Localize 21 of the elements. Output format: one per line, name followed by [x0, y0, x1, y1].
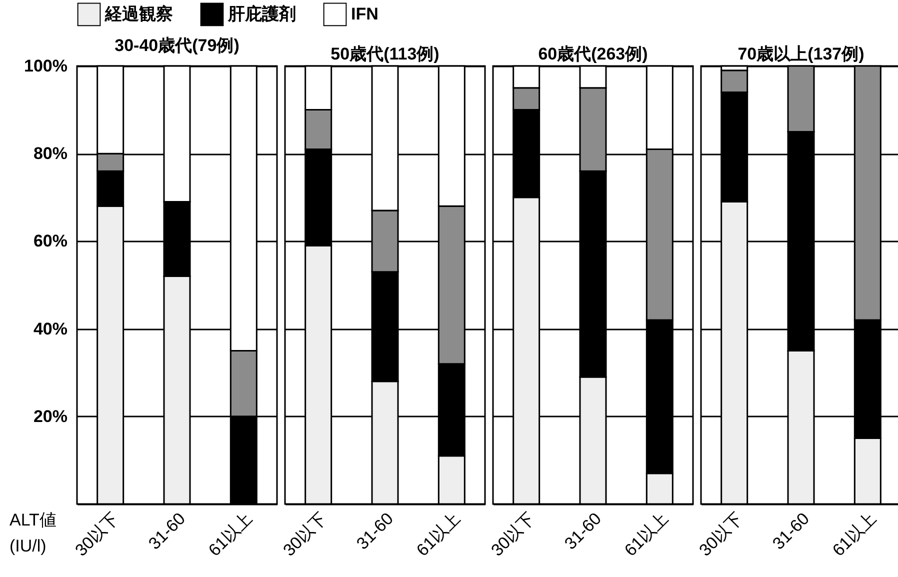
- x-tick-label: 30以下: [488, 509, 538, 560]
- chart-title: 50歳代(113例): [330, 44, 440, 64]
- chart-title: 30-40歳代(79例): [114, 36, 240, 55]
- y-tick-label: 100%: [24, 56, 68, 76]
- y-tick-label: 40%: [33, 319, 68, 338]
- x-tick-label: 30以下: [280, 509, 330, 560]
- x-tick-label: 30以下: [72, 509, 122, 560]
- chart-title: 60歳代(263例): [538, 44, 648, 64]
- x-tick-label: 61以上: [620, 509, 672, 560]
- x-axis-title: ALT値 (IU/l): [10, 510, 56, 556]
- x-tick-label: 61以上: [412, 509, 464, 560]
- legend-label: 経過観察: [104, 4, 173, 24]
- chart-title: 70歳以上(137例): [738, 44, 864, 64]
- x-tick-label: 61以上: [204, 509, 256, 560]
- x-tick-label: 61以上: [828, 509, 880, 560]
- legend-label: 肝庇護剤: [227, 4, 296, 24]
- y-tick-label: 80%: [33, 144, 68, 164]
- x-tick-label: 30以下: [696, 509, 746, 560]
- y-tick-label: 20%: [33, 406, 68, 426]
- legend-label: IFN: [351, 4, 378, 24]
- y-tick-label: 60%: [33, 232, 68, 251]
